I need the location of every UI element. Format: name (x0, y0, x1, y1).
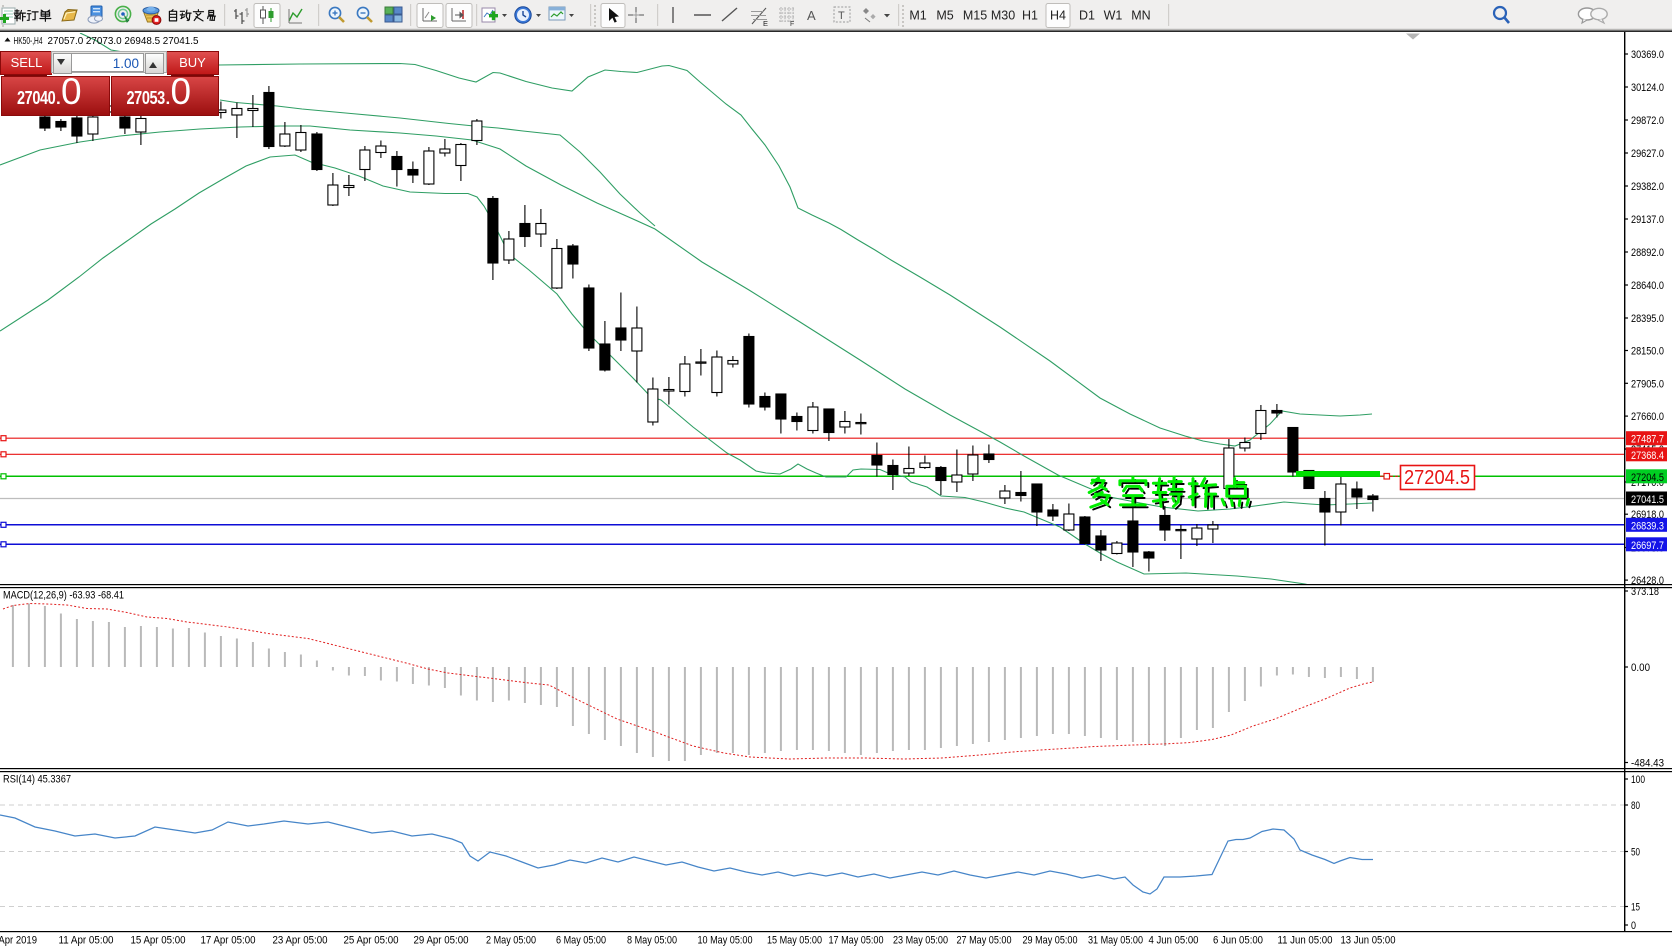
svg-text:28640.0: 28640.0 (1631, 280, 1664, 292)
svg-text:100: 100 (1631, 774, 1645, 786)
svg-text:6 May 05:00: 6 May 05:00 (556, 935, 606, 947)
svg-text:15 May 05:00: 15 May 05:00 (767, 935, 822, 947)
svg-text:27057.0 27073.0 26948.5 27041.: 27057.0 27073.0 26948.5 27041.5 (48, 35, 199, 47)
svg-text:E: E (763, 19, 768, 28)
svg-text:D1: D1 (1079, 9, 1095, 23)
svg-text:27905.0: 27905.0 (1631, 378, 1664, 390)
svg-text:27204.5: 27204.5 (1631, 472, 1664, 484)
svg-text:29137.0: 29137.0 (1631, 214, 1664, 226)
svg-text:M30: M30 (991, 9, 1015, 23)
svg-text:29 Apr 05:00: 29 Apr 05:00 (414, 935, 469, 947)
svg-text:MN: MN (1131, 9, 1150, 23)
svg-text:15 Apr 05:00: 15 Apr 05:00 (131, 935, 186, 947)
svg-text:M5: M5 (936, 9, 953, 23)
svg-text:17 May 05:00: 17 May 05:00 (829, 935, 884, 947)
svg-text:27041.5: 27041.5 (1631, 494, 1664, 506)
svg-text:23 Apr 05:00: 23 Apr 05:00 (273, 935, 328, 947)
svg-text:30124.0: 30124.0 (1631, 82, 1664, 94)
svg-text:4 Jun 05:00: 4 Jun 05:00 (1149, 935, 1199, 947)
svg-text:0: 0 (1631, 920, 1636, 932)
svg-text:27204.5: 27204.5 (1404, 467, 1470, 489)
svg-text:A: A (807, 8, 816, 23)
svg-text:29382.0: 29382.0 (1631, 181, 1664, 193)
svg-text:15: 15 (1631, 902, 1640, 914)
svg-text:26428.0: 26428.0 (1631, 575, 1664, 587)
svg-text:31 May 05:00: 31 May 05:00 (1088, 935, 1143, 947)
svg-text:13 Jun 05:00: 13 Jun 05:00 (1341, 935, 1396, 947)
svg-text:-484.43: -484.43 (1631, 758, 1664, 770)
svg-text:26839.3: 26839.3 (1631, 520, 1664, 532)
svg-text:23 May 05:00: 23 May 05:00 (893, 935, 948, 947)
svg-text:373.18: 373.18 (1631, 586, 1659, 598)
svg-text:11 Apr 05:00: 11 Apr 05:00 (59, 935, 114, 947)
svg-text:50: 50 (1631, 847, 1640, 859)
svg-text:25 Apr 05:00: 25 Apr 05:00 (344, 935, 399, 947)
svg-text:17 Apr 05:00: 17 Apr 05:00 (201, 935, 256, 947)
svg-text:29 May 05:00: 29 May 05:00 (1023, 935, 1078, 947)
svg-text:F: F (790, 21, 794, 28)
svg-text:MACD(12,26,9) -63.93 -68.41: MACD(12,26,9) -63.93 -68.41 (3, 590, 124, 602)
svg-text:27368.4: 27368.4 (1631, 450, 1664, 462)
svg-text:11 Jun 05:00: 11 Jun 05:00 (1278, 935, 1333, 947)
svg-text:8 May 05:00: 8 May 05:00 (627, 935, 677, 947)
svg-text:H1: H1 (1022, 9, 1038, 23)
svg-text:T: T (838, 10, 845, 22)
svg-text:27487.7: 27487.7 (1631, 434, 1664, 446)
svg-text:6 Jun 05:00: 6 Jun 05:00 (1213, 935, 1263, 947)
svg-text:26697.7: 26697.7 (1631, 540, 1664, 552)
svg-text:RSI(14) 45.3367: RSI(14) 45.3367 (3, 774, 71, 786)
svg-text:29627.0: 29627.0 (1631, 148, 1664, 160)
svg-text:M1: M1 (909, 9, 926, 23)
svg-text:W1: W1 (1104, 9, 1123, 23)
svg-text:9 Apr 2019: 9 Apr 2019 (0, 935, 37, 947)
svg-text:2 May 05:00: 2 May 05:00 (486, 935, 536, 947)
svg-text:80: 80 (1631, 800, 1640, 812)
svg-text:28892.0: 28892.0 (1631, 247, 1664, 259)
svg-text:29872.0: 29872.0 (1631, 115, 1664, 127)
svg-text:10 May 05:00: 10 May 05:00 (698, 935, 753, 947)
svg-text:0.00: 0.00 (1631, 662, 1650, 674)
svg-text:27660.0: 27660.0 (1631, 411, 1664, 423)
svg-text:H4: H4 (1050, 9, 1066, 23)
svg-text:HK50-,H4: HK50-,H4 (14, 35, 43, 47)
svg-text:28395.0: 28395.0 (1631, 313, 1664, 325)
svg-text:M15: M15 (963, 9, 987, 23)
svg-text:28150.0: 28150.0 (1631, 346, 1664, 358)
svg-text:27 May 05:00: 27 May 05:00 (957, 935, 1012, 947)
svg-text:30369.0: 30369.0 (1631, 49, 1664, 61)
